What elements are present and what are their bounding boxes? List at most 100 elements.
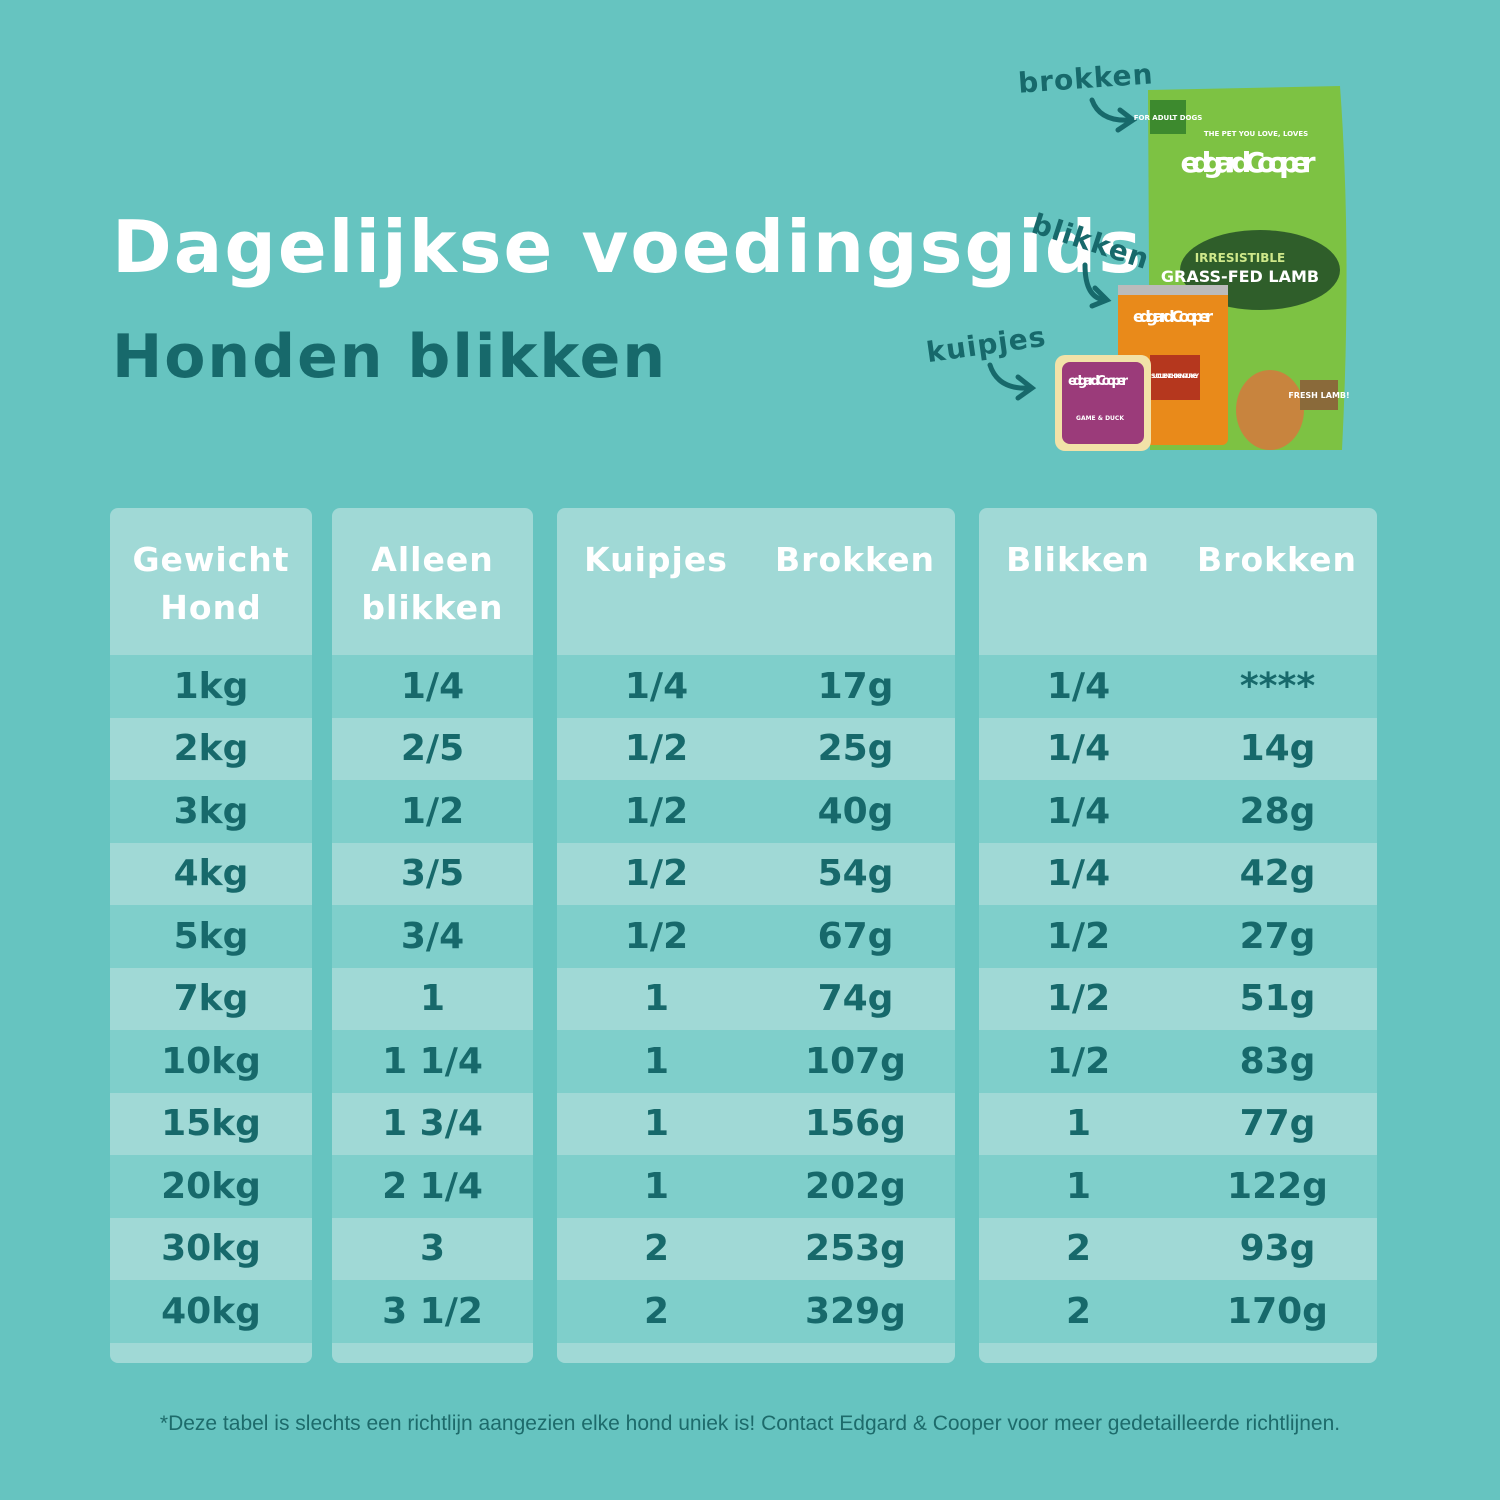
table-cell: 1/4	[400, 665, 465, 707]
table-row: 3/5	[332, 843, 533, 906]
table-cell: 2kg	[173, 728, 249, 770]
table-cell: 54g	[817, 853, 894, 895]
table-row: 1kg	[110, 655, 312, 718]
column-header: Kuipjes	[584, 540, 728, 579]
panel-header: Gewicht Hond	[110, 508, 312, 655]
table-row: 30kg	[110, 1218, 312, 1281]
table-row: 1 77g	[979, 1093, 1377, 1156]
bag-badge: FOR ADULT DOGS	[1134, 114, 1203, 122]
table-cell: 67g	[817, 915, 894, 957]
table-cell: 1/4	[624, 665, 689, 707]
table-cell: 25g	[817, 728, 894, 770]
table-cell: 2	[643, 1228, 670, 1270]
table-cell: 2/5	[400, 728, 465, 770]
tub-name: GAME & DUCK	[1076, 415, 1124, 422]
table-cell: 1/2	[1046, 1040, 1111, 1082]
column-header: Gewicht Hond	[132, 540, 290, 627]
badge-bg	[1150, 100, 1186, 134]
table-row: 3 1/2	[332, 1280, 533, 1343]
table-row: 7kg	[110, 968, 312, 1031]
table-cell: 30kg	[161, 1228, 261, 1270]
table-row: 1/4 14g	[979, 718, 1377, 781]
sticker-bg	[1300, 380, 1338, 410]
table-cell: 3	[419, 1228, 446, 1270]
table-cell: 1	[1065, 1165, 1092, 1207]
table-row: 2kg	[110, 718, 312, 781]
table-row: 2 329g	[557, 1280, 955, 1343]
dog	[1236, 370, 1304, 450]
table-cell: 83g	[1239, 1040, 1316, 1082]
table-row: 1 1/4	[332, 1030, 533, 1093]
table-row: 1 156g	[557, 1093, 955, 1156]
table-cell: 2	[643, 1290, 670, 1332]
bag-tagline: THE PET YOU LOVE, LOVES	[1204, 130, 1308, 138]
table-cell: 1 3/4	[382, 1103, 483, 1145]
table-row: 1/4	[332, 655, 533, 718]
table-cell: 93g	[1239, 1228, 1316, 1270]
table-cell: 1/4	[1046, 665, 1111, 707]
table-cell: 3 1/2	[382, 1290, 483, 1332]
table-cell: 3kg	[173, 790, 249, 832]
table-row: 1 122g	[979, 1155, 1377, 1218]
table-cell: 253g	[805, 1228, 906, 1270]
table-cell: 74g	[817, 978, 894, 1020]
table-row: 20kg	[110, 1155, 312, 1218]
bag-line2: GRASS-FED LAMB	[1161, 267, 1319, 286]
table-cell: 3/5	[400, 853, 465, 895]
table-row: 2/5	[332, 718, 533, 781]
table-cell: 1kg	[173, 665, 249, 707]
table-row: 1/2 67g	[557, 905, 955, 968]
column-header: Brokken	[1197, 540, 1357, 579]
table-cell: 202g	[805, 1165, 906, 1207]
table-row: 15kg	[110, 1093, 312, 1156]
table-row: 1/2 27g	[979, 905, 1377, 968]
table-row: 2 93g	[979, 1218, 1377, 1281]
table-cell: 7kg	[173, 978, 249, 1020]
table-cell: 1/2	[400, 790, 465, 832]
table-cell: 20kg	[161, 1165, 261, 1207]
table-row: 3	[332, 1218, 533, 1281]
table-cell: 1	[1065, 1103, 1092, 1145]
table-cell: 1	[643, 1040, 670, 1082]
table-cell: 1	[419, 978, 446, 1020]
can-name: SUCCULENT CHICKEN & TURKEY	[1151, 373, 1200, 380]
table-cell: 329g	[805, 1290, 906, 1332]
panel-header: Blikken Brokken	[979, 508, 1377, 655]
table-cell: 1	[643, 1165, 670, 1207]
table-row: 1/2 54g	[557, 843, 955, 906]
table-cell: 107g	[805, 1040, 906, 1082]
table-row: 1	[332, 968, 533, 1031]
table-cell: 17g	[817, 665, 894, 707]
table-cell: 27g	[1239, 915, 1316, 957]
table-row: 5kg	[110, 905, 312, 968]
table-row: 1/2 51g	[979, 968, 1377, 1031]
table-cell: 1/4	[1046, 790, 1111, 832]
footnote: *Deze tabel is slechts een richtlijn aan…	[159, 1412, 1341, 1435]
table-row: 1 3/4	[332, 1093, 533, 1156]
table-cell: ****	[1239, 665, 1316, 707]
table-cell: 170g	[1227, 1290, 1328, 1332]
table-cell: 156g	[805, 1103, 906, 1145]
products: FOR ADULT DOGS THE PET YOU LOVE, LOVES e…	[987, 86, 1350, 451]
table-cell: 1/2	[624, 790, 689, 832]
tub-label	[1062, 362, 1144, 444]
table-cell: 5kg	[173, 915, 249, 957]
bag-brand: edgard Cooper	[1181, 146, 1316, 179]
table-row: 3/4	[332, 905, 533, 968]
table-row: 10kg	[110, 1030, 312, 1093]
title: Dagelijkse voedingsgids	[112, 205, 1144, 289]
can-brand: edgard Cooper	[1133, 307, 1213, 326]
table-panel: Blikken Brokken 1/4 **** 1/4 14g 1/4 28g 1/4 42g 1…	[979, 508, 1377, 1363]
can-rim	[1118, 285, 1228, 295]
table-row: 2 253g	[557, 1218, 955, 1281]
table-row: 1/4 17g	[557, 655, 955, 718]
table-row: 1/2	[332, 780, 533, 843]
table-cell: 1/4	[1046, 853, 1111, 895]
table-cell: 2	[1065, 1228, 1092, 1270]
table-row: 3kg	[110, 780, 312, 843]
table-cell: 122g	[1227, 1165, 1328, 1207]
table-cell: 40kg	[161, 1290, 261, 1332]
table-row: 1 74g	[557, 968, 955, 1031]
table-cell: 42g	[1239, 853, 1316, 895]
